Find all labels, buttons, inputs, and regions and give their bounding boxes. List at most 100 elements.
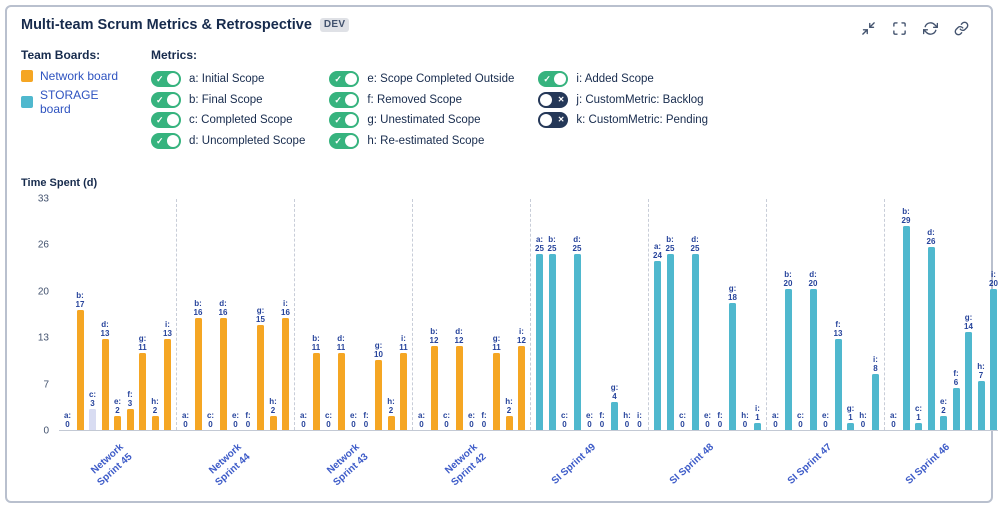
bar-b[interactable] xyxy=(548,254,556,430)
metric-toggle-d[interactable]: ✓ xyxy=(151,132,181,149)
board-legend-item[interactable]: STORAGE board xyxy=(21,88,125,116)
bar-g[interactable] xyxy=(139,353,146,430)
bar-b[interactable] xyxy=(430,346,438,430)
metric-toggle-h[interactable]: ✓ xyxy=(329,132,360,149)
bar-b[interactable] xyxy=(76,310,84,430)
bar-i[interactable] xyxy=(164,339,171,430)
metrics-grid: ✓ a: Initial Scope ✓ b: Final Scope ✓ c: Comp… xyxy=(151,69,708,151)
bar-value-label: 2 xyxy=(941,405,946,415)
bar-f[interactable] xyxy=(952,388,960,430)
sprint-label-cell: Network Sprint 43 xyxy=(295,431,413,497)
bar-metric-key: f: xyxy=(599,410,605,420)
bar-column-e: e: 0 xyxy=(584,411,595,430)
board-legend-item[interactable]: Network board xyxy=(21,69,125,83)
bar-f[interactable] xyxy=(126,409,134,430)
sprint-group: a: 0 b: 11 c: 0 d: 11 e: 0 f: 0 g: 10 h: 2 i: 11 xyxy=(295,199,413,430)
bar-c[interactable] xyxy=(89,409,96,430)
bar-d[interactable] xyxy=(573,254,581,430)
bar-a[interactable] xyxy=(654,261,661,430)
bar-d[interactable] xyxy=(455,346,463,430)
metric-item-d: ✓ d: Uncompleted Scope xyxy=(151,131,305,152)
bar-g[interactable] xyxy=(729,303,736,430)
refresh-icon[interactable] xyxy=(922,21,939,36)
bar-value-label: 20 xyxy=(808,278,818,288)
bar-b[interactable] xyxy=(194,318,202,430)
bar-g[interactable] xyxy=(847,423,854,430)
y-tick-label: 0 xyxy=(43,425,49,437)
bar-d[interactable] xyxy=(809,289,817,430)
metric-toggle-c[interactable]: ✓ xyxy=(151,112,181,129)
bar-i[interactable] xyxy=(282,318,289,430)
bar-metric-key: b: xyxy=(312,333,320,343)
bar-metric-key: a: xyxy=(63,410,72,420)
bar-d[interactable] xyxy=(337,353,345,430)
bar-value-label: 2 xyxy=(270,405,276,415)
bar-b[interactable] xyxy=(312,353,320,430)
bar-value-label: 26 xyxy=(926,236,936,246)
bar-g[interactable] xyxy=(375,360,382,430)
bar-metric-key: e: xyxy=(349,410,358,420)
bar-g[interactable] xyxy=(611,402,618,430)
metric-toggle-k[interactable]: ✕ xyxy=(538,112,569,129)
bar-i[interactable] xyxy=(754,423,761,430)
bar-g[interactable] xyxy=(493,353,500,430)
bar-metric-key: e: xyxy=(703,410,712,420)
bar-metric-key: c: xyxy=(88,389,97,399)
bar-g[interactable] xyxy=(257,325,264,430)
sprint-group: a: 0 b: 29 c: 1 d: 26 e: 2 f: 6 g: 14 h: 7 i: 20 xyxy=(885,199,998,430)
bar-value-label: 3 xyxy=(90,398,95,408)
bar-f[interactable] xyxy=(834,339,842,430)
bar-i[interactable] xyxy=(872,374,879,430)
bar-value-label: 0 xyxy=(233,419,238,429)
bar-h[interactable] xyxy=(977,381,985,430)
header-actions xyxy=(861,17,977,36)
bar-value-label: 0 xyxy=(301,419,306,429)
bar-column-f: f: 0 xyxy=(479,411,490,430)
fullscreen-icon[interactable] xyxy=(892,21,907,36)
bar-c[interactable] xyxy=(915,423,922,430)
link-icon[interactable] xyxy=(954,21,969,36)
bar-column-c: c: 1 xyxy=(913,404,924,430)
bar-i[interactable] xyxy=(990,289,997,430)
bar-a[interactable] xyxy=(536,254,543,430)
bar-d[interactable] xyxy=(101,339,109,430)
bar-column-e: e: 2 xyxy=(938,397,949,430)
y-tick-label: 13 xyxy=(37,332,49,344)
metric-label-a: a: Initial Scope xyxy=(189,73,265,86)
bar-i[interactable] xyxy=(518,346,525,430)
bar-column-i: i: 8 xyxy=(870,355,881,430)
metric-toggle-e[interactable]: ✓ xyxy=(329,71,360,88)
metric-toggle-i[interactable]: ✓ xyxy=(538,71,569,88)
bar-h[interactable] xyxy=(151,416,159,430)
bar-b[interactable] xyxy=(902,226,910,430)
bar-e[interactable] xyxy=(114,416,121,430)
bar-h[interactable] xyxy=(269,416,277,430)
bar-d[interactable] xyxy=(219,318,227,430)
bar-h[interactable] xyxy=(387,416,395,430)
sprint-group: a: 24 b: 25 c: 0 d: 25 e: 0 f: 0 g: 18 h: 0 i: 1 xyxy=(649,199,767,430)
bar-metric-key: i: xyxy=(755,403,760,413)
bar-g[interactable] xyxy=(965,332,972,430)
bar-b[interactable] xyxy=(666,254,674,430)
collapse-icon[interactable] xyxy=(861,21,876,36)
metric-item-h: ✓ h: Re-estimated Scope xyxy=(329,131,514,152)
bar-column-g: g: 11 xyxy=(491,334,502,430)
bar-value-label: 0 xyxy=(469,419,474,429)
bar-b[interactable] xyxy=(784,289,792,430)
bar-column-a: a: 0 xyxy=(180,411,191,430)
metric-toggle-b[interactable]: ✓ xyxy=(151,91,181,108)
metric-toggle-f[interactable]: ✓ xyxy=(329,91,360,108)
bar-e[interactable] xyxy=(940,416,947,430)
bar-value-label: 11 xyxy=(311,342,321,352)
metric-toggle-g[interactable]: ✓ xyxy=(329,112,360,129)
bar-column-d: d: 12 xyxy=(454,327,465,430)
bar-h[interactable] xyxy=(505,416,513,430)
bar-value-label: 3 xyxy=(127,398,133,408)
metric-toggle-j[interactable]: ✕ xyxy=(538,91,569,108)
metric-toggle-a[interactable]: ✓ xyxy=(151,71,181,88)
bar-d[interactable] xyxy=(691,254,699,430)
bar-i[interactable] xyxy=(400,353,407,430)
bar-value-label: 1 xyxy=(848,412,853,422)
bar-column-f: f: 6 xyxy=(951,369,962,430)
bar-d[interactable] xyxy=(927,247,935,430)
